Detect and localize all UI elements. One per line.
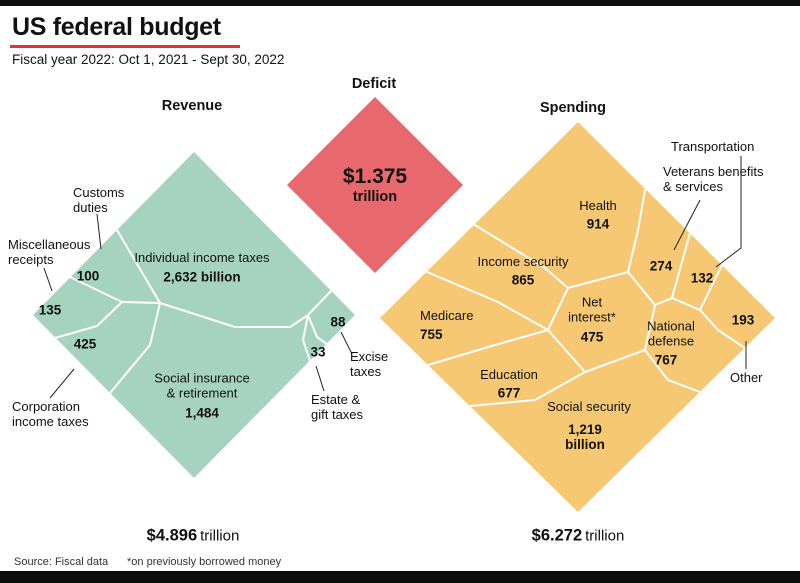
divider-social-security-education (469, 371, 586, 407)
divider-transportation-defense (654, 297, 673, 306)
label-miscellaneous-receipts: Miscellaneous receipts (8, 237, 91, 267)
title-accent-rule (10, 45, 240, 48)
connector-veterans (673, 199, 701, 251)
label-corporation-income-taxes: Corporation income taxes (12, 399, 89, 429)
spending-transportation-value: 274 (649, 258, 673, 274)
connector-lines (43, 156, 747, 399)
top-bar (0, 0, 800, 6)
deficit-diamond (287, 97, 463, 273)
divider-medicare-education (427, 329, 549, 366)
divider-health-income-security (469, 221, 569, 289)
spending-total-unit: trillion (585, 527, 625, 545)
connector-corporation (49, 368, 75, 399)
connector-transportation (715, 156, 742, 268)
deficit-unit: trillion (352, 189, 398, 205)
section-label-revenue: Revenue (161, 98, 223, 114)
divider-health-transportation (627, 189, 646, 273)
divider-veterans-other (699, 264, 723, 311)
label-veterans-benefits: Veterans benefits & services (663, 164, 764, 194)
footer-note: *on previously borrowed money (127, 556, 282, 568)
page-subtitle: Fiscal year 2022: Oct 1, 2021 - Sept 30,… (12, 52, 285, 67)
spending-income-security-value: 865 (511, 272, 535, 288)
connector-customs (96, 213, 102, 250)
page-title: US federal budget (12, 13, 221, 41)
divider-transportation-veterans (671, 232, 691, 299)
revenue-individual-label: Individual income taxes (134, 249, 270, 265)
connector-miscellaneous (43, 267, 53, 292)
divider-estate-social (302, 314, 311, 362)
section-label-spending: Spending (539, 100, 607, 116)
spending-total: $6.272 trillion (532, 527, 625, 546)
divider-defense-net-interest (644, 304, 656, 351)
divider-veterans-defense (671, 297, 701, 311)
spending-education-value: 677 (497, 385, 521, 401)
label-other: Other (730, 370, 763, 385)
label-customs-duties: Customs duties (73, 185, 125, 215)
revenue-estate-value: 33 (310, 344, 326, 360)
revenue-diamond (33, 152, 355, 478)
divider-transportation-net-interest (627, 271, 656, 306)
footer-source: Source: Fiscal data (14, 556, 109, 568)
spending-income-security-label: Income security (477, 253, 569, 269)
section-label-deficit: Deficit (351, 76, 397, 92)
divider-individual-customs (116, 229, 161, 304)
divider-social-security-net-interest (584, 349, 646, 373)
divider-corporation-social (109, 302, 161, 394)
spending-diamond (380, 122, 775, 512)
spending-other-value: 193 (731, 312, 755, 328)
revenue-total: $4.896 trillion (147, 527, 240, 546)
revenue-individual-value: 2,632 billion (163, 269, 241, 285)
divider-education-net-interest (547, 329, 586, 373)
divider-individual-social (159, 302, 309, 328)
spending-national-defense-label: National defense (647, 318, 695, 348)
label-transportation: Transportation (671, 139, 755, 154)
spending-total-amount: $6.272 (531, 526, 583, 545)
divider-health-net-interest (567, 271, 629, 289)
spending-social-security-label: Social security (547, 398, 631, 414)
revenue-miscellaneous-value: 135 (38, 302, 62, 318)
spending-net-interest-label: Net interest* (568, 294, 616, 324)
divider-other-defense (699, 309, 746, 349)
revenue-total-unit: trillion (200, 527, 240, 545)
divider-defense-social-security (644, 349, 701, 393)
spending-education-label: Education (480, 366, 538, 382)
label-estate-gift-taxes: Estate & gift taxes (311, 392, 364, 422)
bottom-bar (0, 571, 800, 583)
revenue-corporation-value: 425 (73, 336, 97, 352)
revenue-social-label: Social insurance & retirement (154, 370, 250, 400)
spending-net-interest-value: 475 (580, 329, 604, 345)
connector-estate (315, 365, 325, 392)
connector-excise (340, 331, 353, 355)
revenue-social-value: 1,484 (185, 405, 219, 421)
divider-miscellaneous-corporation (54, 301, 123, 339)
revenue-total-amount: $4.896 (146, 526, 198, 545)
spending-health-label: Health (579, 197, 617, 213)
divider-income-security-net-interest (547, 287, 569, 331)
spending-medicare-label: Medicare (420, 308, 474, 323)
spending-veterans-value: 132 (690, 270, 714, 286)
spending-health-value: 914 (586, 216, 610, 232)
spending-national-defense-value: 767 (654, 352, 678, 368)
revenue-dividers (54, 229, 332, 394)
spending-social-security-value: 1,219 billion (565, 422, 605, 452)
revenue-excise-value: 88 (330, 314, 346, 330)
label-excise-taxes: Excise taxes (350, 349, 389, 379)
revenue-customs-value: 100 (76, 268, 100, 284)
deficit-amount: $1.375 (342, 165, 408, 188)
spending-medicare-value: 755 (420, 327, 443, 342)
divider-individual-excise (307, 290, 332, 316)
divider-excise-estate (307, 314, 328, 345)
spending-dividers (426, 189, 746, 407)
divider-income-security-medicare (426, 271, 549, 331)
